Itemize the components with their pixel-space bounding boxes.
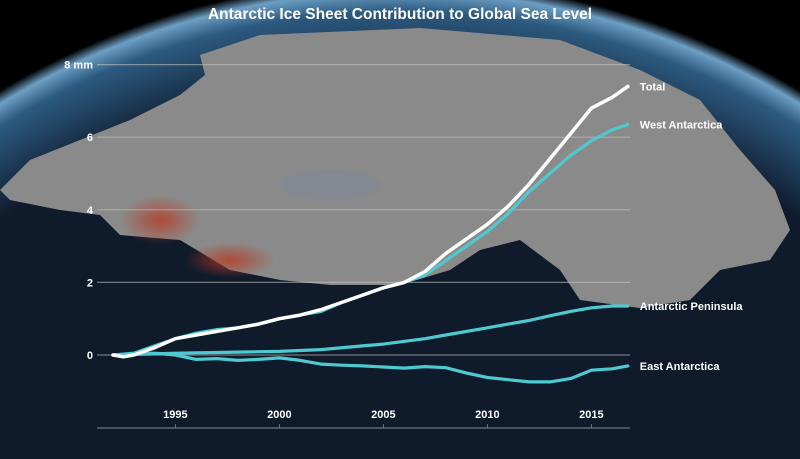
series-line-antarctic-peninsula: [111, 304, 630, 357]
series-line-east-antarctica: [111, 351, 630, 384]
x-tick-label: 2015: [579, 409, 603, 421]
y-tick-label: 6: [87, 132, 93, 144]
x-tick-label: 2005: [371, 409, 395, 421]
y-tick-label: 4: [87, 205, 94, 217]
series-label: Total: [640, 81, 665, 93]
x-tick-label: 2010: [475, 409, 499, 421]
series-label: Antarctic Peninsula: [640, 301, 744, 313]
series-label: West Antarctica: [640, 119, 723, 131]
series-label: East Antarctica: [640, 361, 721, 373]
x-tick-label: 1995: [163, 409, 187, 421]
x-tick-label: 2000: [267, 409, 291, 421]
y-tick-label: 0: [87, 350, 93, 362]
chart-title: Antarctic Ice Sheet Contribution to Glob…: [207, 6, 593, 23]
y-tick-label: 8 mm: [64, 60, 93, 72]
antarctica-landmass: [0, 28, 790, 308]
y-tick-label: 2: [87, 277, 93, 289]
series-line-total: [111, 84, 630, 359]
